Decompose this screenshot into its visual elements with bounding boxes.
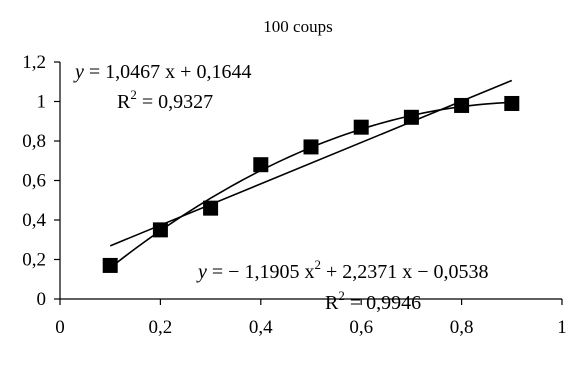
tick-labels: 0 0,2 0,4 0,6 0,8 1 1,2 0 0,2 0,4 0,6 0,8 1 bbox=[22, 52, 567, 338]
y-tick-label: 0,2 bbox=[22, 250, 46, 271]
linear-r2: R2 = 0,9327 bbox=[117, 87, 213, 113]
data-point bbox=[454, 97, 470, 113]
y-tick-label: 1 bbox=[37, 92, 47, 113]
x-tick-label: 1 bbox=[557, 317, 567, 338]
polynomial-equation: y = − 1,1905 x2 + 2,2371 x − 0,0538 bbox=[196, 257, 489, 283]
y-tick-label: 0,4 bbox=[22, 210, 46, 231]
y-tick-label: 0 bbox=[37, 289, 47, 310]
data-point bbox=[102, 257, 118, 273]
y-tick-label: 1,2 bbox=[22, 52, 46, 73]
axes bbox=[54, 61, 563, 305]
data-points bbox=[102, 95, 520, 273]
linear-equation: y = 1,0467 x + 0,1644 bbox=[73, 61, 251, 83]
data-point bbox=[353, 119, 369, 135]
x-tick-label: 0 bbox=[55, 317, 65, 338]
y-tick-label: 0,6 bbox=[22, 171, 46, 192]
polynomial-trendline bbox=[109, 101, 512, 269]
data-point bbox=[504, 95, 520, 111]
y-tick-label: 0,8 bbox=[22, 131, 46, 152]
polynomial-r2: R2 = 0,9946 bbox=[325, 288, 421, 314]
chart-title: 100 coups bbox=[263, 17, 332, 36]
x-tick-label: 0,4 bbox=[249, 317, 273, 338]
data-point bbox=[303, 139, 319, 155]
data-point bbox=[203, 200, 219, 216]
data-point bbox=[253, 157, 269, 173]
x-tick-label: 0,8 bbox=[450, 317, 474, 338]
data-point bbox=[152, 222, 168, 238]
linear-trendline bbox=[109, 79, 513, 247]
x-tick-label: 0,2 bbox=[149, 317, 173, 338]
data-point bbox=[403, 109, 419, 125]
x-tick-label: 0,6 bbox=[349, 317, 373, 338]
